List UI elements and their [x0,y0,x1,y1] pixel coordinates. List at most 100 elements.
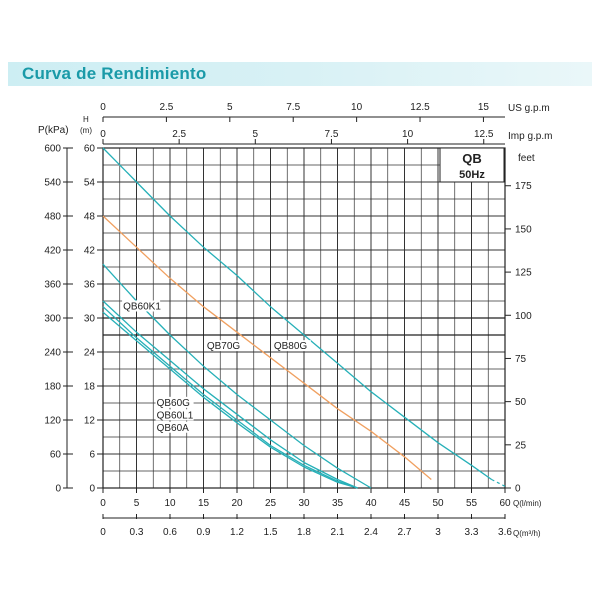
x-tick-label: 10 [164,498,176,509]
x-tick-label: 35 [332,498,344,509]
y-tick-label: 60 [84,144,96,155]
pressure-tick-label: 300 [44,314,61,325]
pressure-axis-label: P(kPa) [38,125,69,136]
us-gpm-tick-label: 7.5 [286,102,300,113]
feet-tick-label: 150 [515,224,532,235]
x-tick-label: 50 [432,498,444,509]
curve-label-qb60g: QB60G [157,398,191,409]
feet-tick-label: 0 [515,484,521,495]
curve-label-bg [155,396,194,408]
curve-label-bg [205,340,244,352]
chart-grid [102,147,506,489]
us-gpm-tick-label: 15 [478,102,490,113]
x-tick-label: 20 [231,498,243,509]
model-name: QB [462,151,482,166]
m3h-tick-label: 2.1 [331,527,345,538]
curve-label-qb60k1: QB60K1 [123,302,161,313]
pressure-tick-label: 240 [44,348,61,359]
y-tick-label: 30 [84,314,96,325]
curve-qb80g [102,147,492,481]
curve-qb80g-tail [491,478,506,487]
curve-label-qb60a: QB60A [157,423,190,434]
m3h-tick-label: 1.2 [230,527,244,538]
head-axis-label-h: H [83,115,89,124]
curve-label-bg [122,300,161,312]
x-tick-label: 25 [265,498,277,509]
us-gpm-axis-label: US g.p.m [508,103,550,114]
x-tick-label: 55 [466,498,478,509]
x-tick-label: 45 [399,498,411,509]
m3h-tick-label: 2.7 [398,527,412,538]
y-tick-label: 0 [89,484,95,495]
curve-qb60k1 [102,300,358,489]
m3h-tick-label: 0.6 [163,527,177,538]
feet-tick-label: 125 [515,268,532,279]
curve-qb60l1 [102,311,358,489]
pressure-tick-label: 420 [44,246,61,257]
imp-gpm-tick-label: 0 [100,129,106,140]
feet-tick-label: 50 [515,397,527,408]
y-tick-label: 24 [84,348,96,359]
curve-label-qb80g: QB80G [274,341,308,352]
m3h-tick-label: 3.6 [498,527,512,538]
y-tick-label: 6 [89,450,95,461]
curve-label-qb70g: QB70G [207,341,241,352]
curve-label-bg [155,421,194,433]
imp-gpm-tick-label: 7.5 [324,129,338,140]
imp-gpm-tick-label: 5 [253,129,259,140]
curve-label-bg [272,340,311,352]
y-tick-label: 48 [84,212,96,223]
y-tick-label: 18 [84,382,96,393]
x-tick-label: 60 [499,498,511,509]
imp-gpm-tick-label: 12.5 [474,129,494,140]
x-tick-label: 5 [134,498,140,509]
curve-label-bg [155,409,194,421]
pressure-tick-label: 600 [44,144,61,155]
us-gpm-tick-label: 10 [351,102,363,113]
model-box [439,147,505,183]
m3h-tick-label: 3.3 [465,527,479,538]
y-tick-label: 54 [84,178,96,189]
pressure-tick-label: 480 [44,212,61,223]
us-gpm-tick-label: 2.5 [159,102,173,113]
us-gpm-tick-label: 12.5 [410,102,430,113]
y-tick-label: 42 [84,246,96,257]
curve-qb70g [102,215,432,480]
feet-tick-label: 100 [515,311,532,322]
x-tick-label: 40 [365,498,377,509]
feet-tick-label: 175 [515,181,532,192]
pressure-tick-label: 60 [50,450,62,461]
pressure-tick-label: 540 [44,178,61,189]
chart-ticks: 0612182430364248546006012018024030036042… [44,102,532,538]
chart-curves [102,147,506,489]
m3h-tick-label: 1.8 [297,527,311,538]
imp-gpm-tick-label: 10 [402,129,414,140]
imp-gpm-axis-label: Imp g.p.m [508,131,552,142]
banner-title: Curva de Rendimiento [22,64,207,83]
m3h-tick-label: 0.9 [197,527,211,538]
pressure-tick-label: 0 [55,484,61,495]
m3h-tick-label: 3 [435,527,441,538]
us-gpm-tick-label: 0 [100,102,106,113]
feet-tick-label: 25 [515,440,527,451]
x-tick-label: 30 [298,498,310,509]
feet-tick-label: 75 [515,354,527,365]
pressure-tick-label: 180 [44,382,61,393]
m3h-tick-label: 1.5 [264,527,278,538]
x-tick-label: 15 [198,498,210,509]
model-frequency: 50Hz [459,169,485,181]
curve-qb60g [102,306,358,489]
flow-lmin-axis-label: Q(l/min) [513,499,542,508]
y-tick-label: 12 [84,416,96,427]
x-tick-label: 0 [100,498,106,509]
m3h-tick-label: 0 [100,527,106,538]
curve-qb60a [102,263,372,489]
y-tick-label: 36 [84,280,96,291]
pressure-tick-label: 360 [44,280,61,291]
imp-gpm-tick-label: 2.5 [172,129,186,140]
m3h-tick-label: 0.3 [130,527,144,538]
title-banner: Curva de Rendimiento [8,62,592,86]
pressure-tick-label: 120 [44,416,61,427]
